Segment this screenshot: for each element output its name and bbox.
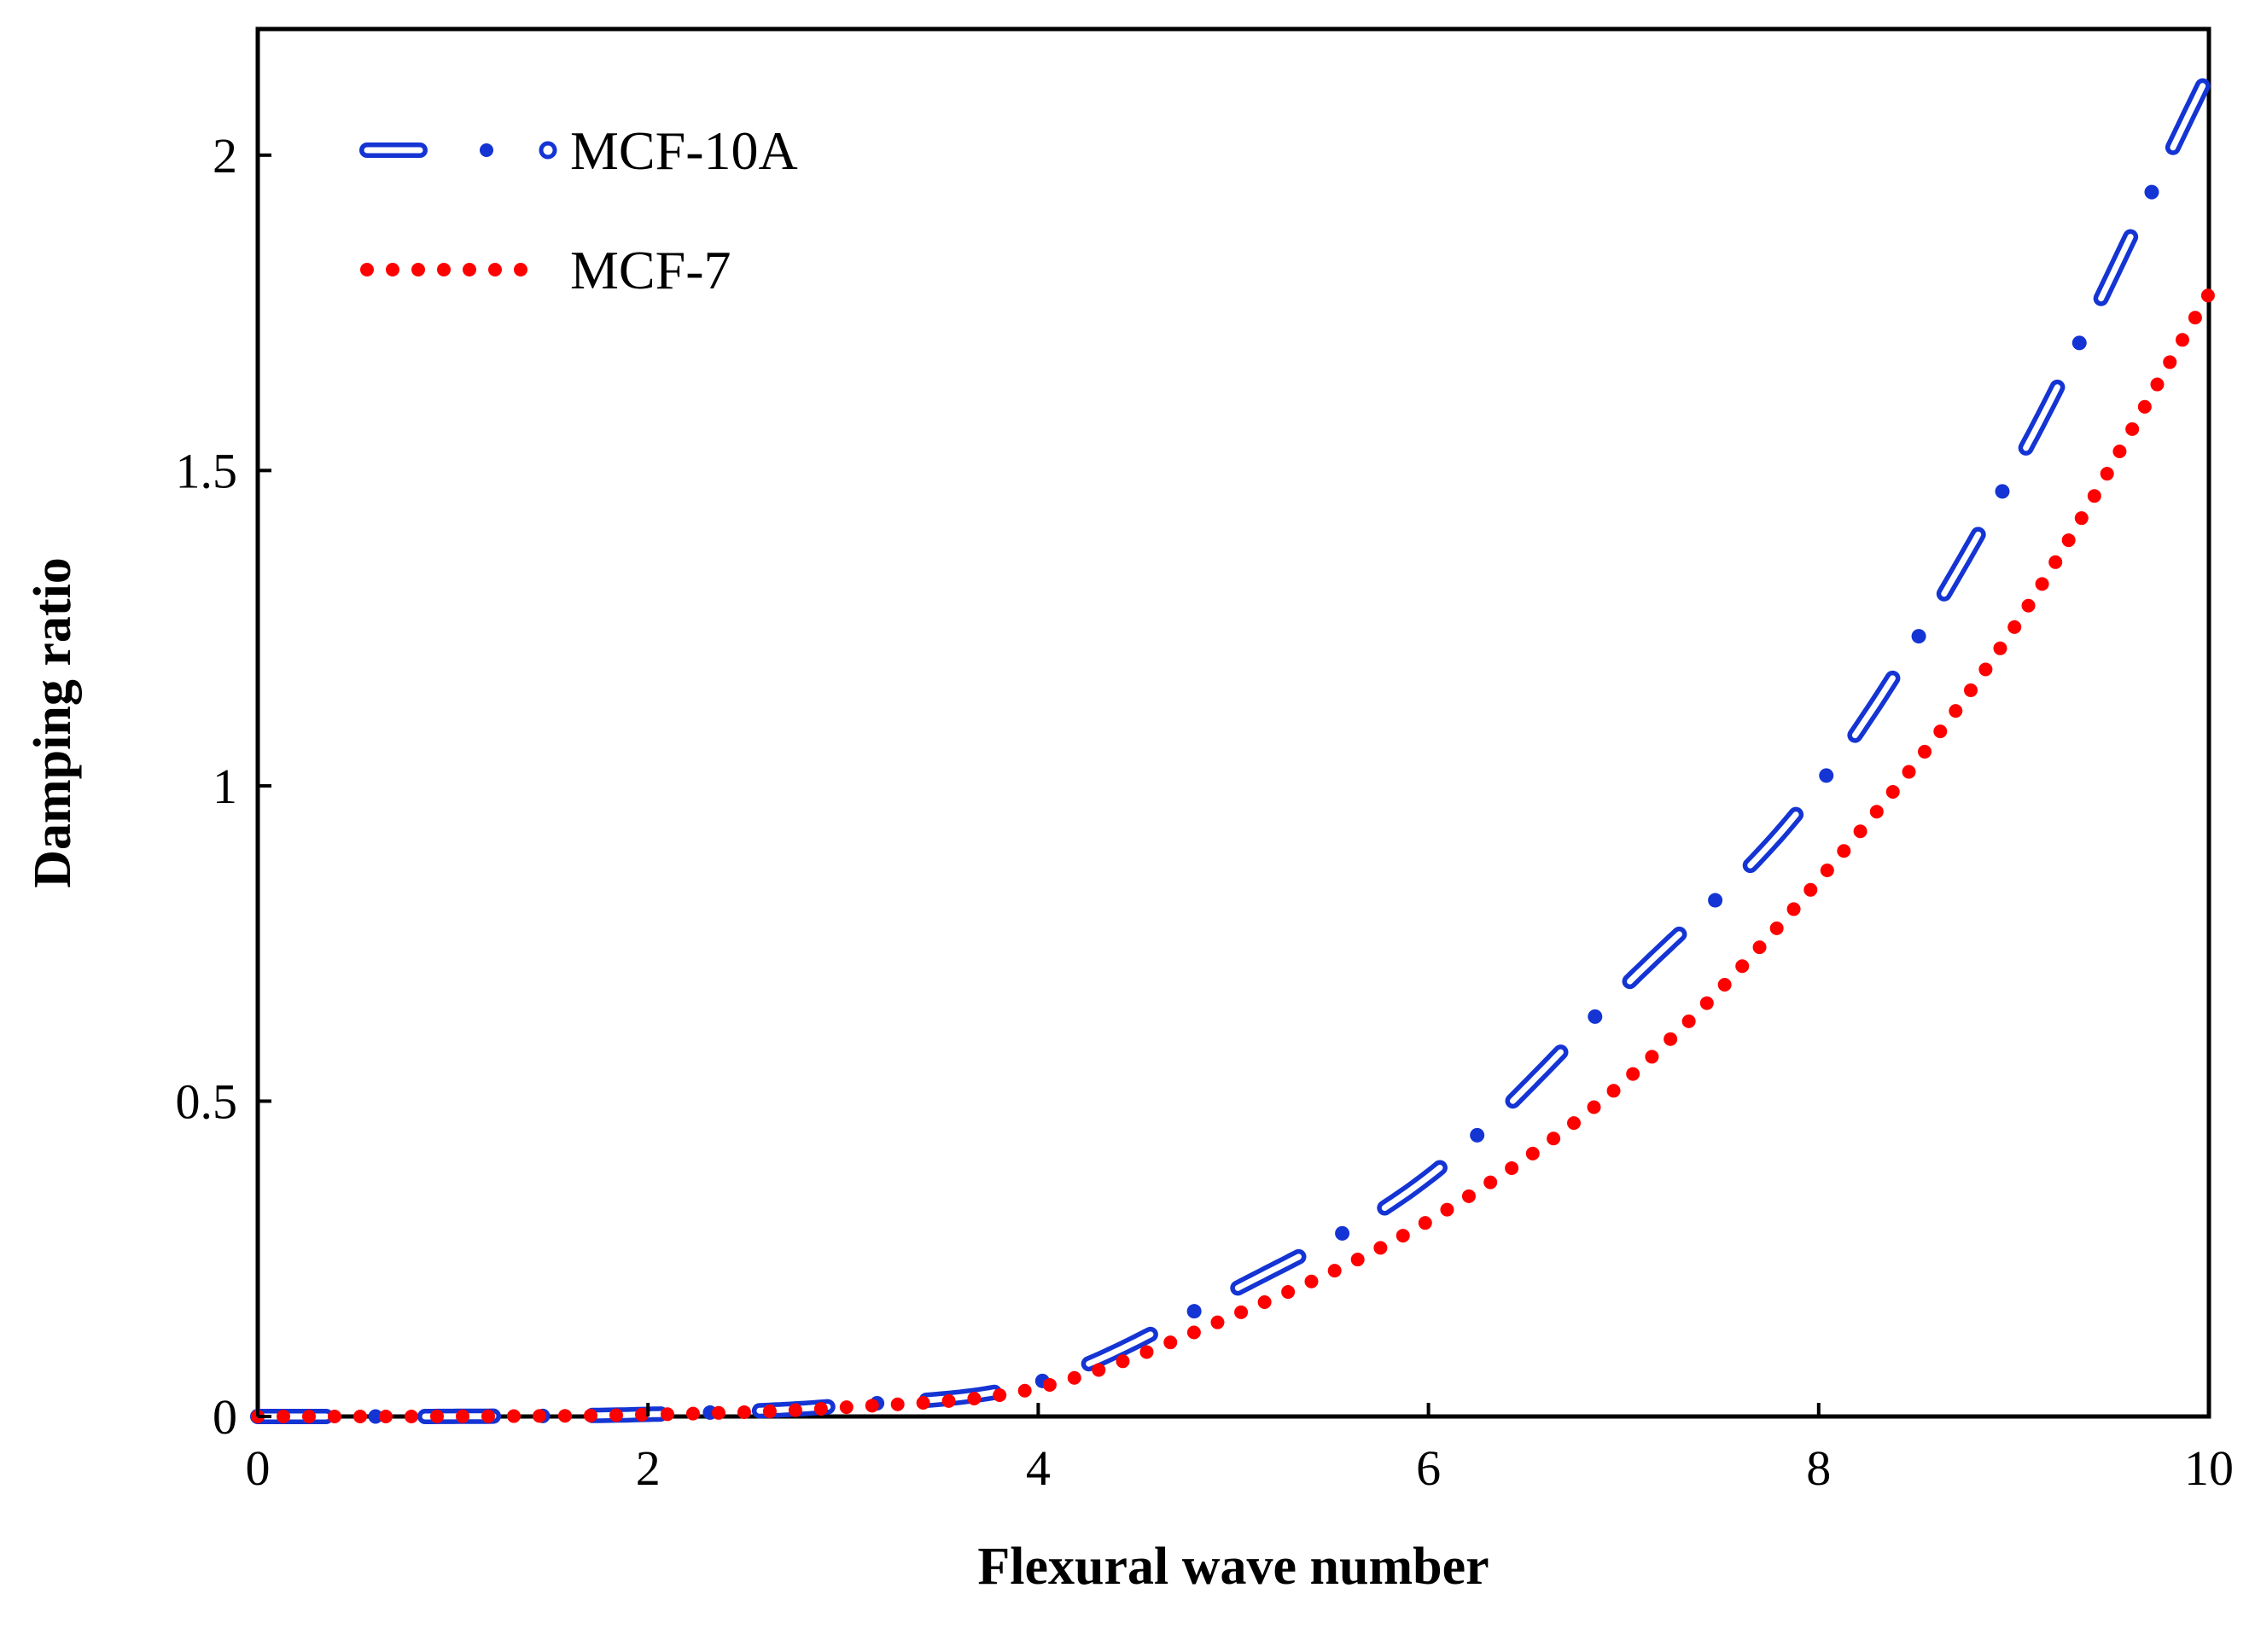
x-tick-label: 8 [1806, 1440, 1831, 1496]
x-tick-label: 0 [246, 1440, 271, 1496]
tick-layer: 0 2 4 6 8 10 0 0.5 1 1.5 2 [176, 128, 2235, 1496]
series-line-mcf-10a-inner [254, 70, 2212, 1420]
legend: MCF-10A MCF-7 [359, 120, 798, 300]
x-tick-label: 4 [1026, 1440, 1051, 1496]
x-axis-title: Flexural wave number [977, 1538, 1489, 1596]
y-axis-title: Damping ratio [24, 557, 82, 888]
legend-label-mcf-10a: MCF-10A [570, 120, 798, 181]
x-tick-label: 6 [1416, 1440, 1441, 1496]
x-tick-label: 2 [636, 1440, 661, 1496]
y-tick-label: 0 [213, 1389, 237, 1445]
legend-entry-mcf-7: MCF-7 [360, 240, 731, 300]
y-tick-label: 2 [213, 128, 237, 183]
y-tick-label: 1 [213, 759, 237, 814]
y-tick-label: 0.5 [176, 1073, 238, 1129]
legend-swatch-mcf-10a-ring [539, 141, 557, 160]
y-tick-label: 1.5 [176, 443, 238, 498]
series-mcf-10a [250, 65, 2217, 1424]
legend-label-mcf-7: MCF-7 [570, 240, 731, 300]
plot-area-frame [255, 26, 2211, 1419]
legend-swatch-mcf-10a-dot [480, 143, 493, 157]
legend-entry-mcf-10a: MCF-10A [359, 120, 798, 181]
x-tick-label: 10 [2184, 1440, 2234, 1496]
series-layer [250, 65, 2217, 1424]
